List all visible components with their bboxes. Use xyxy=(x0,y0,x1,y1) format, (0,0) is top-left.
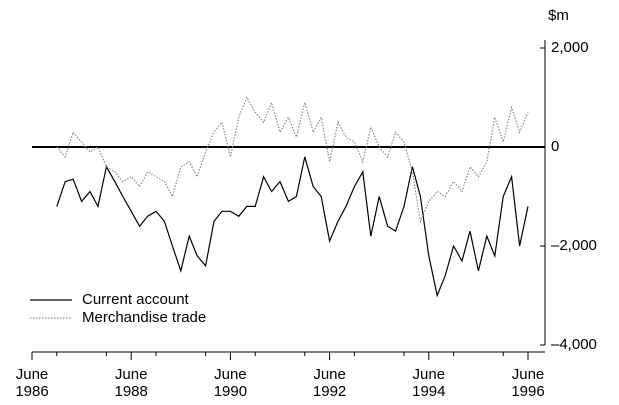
x-tick-label: June 1988 xyxy=(114,366,148,400)
unit-label: $m xyxy=(548,7,569,24)
y-tick-label: 0 xyxy=(551,138,559,155)
legend-label: Current account xyxy=(82,291,190,308)
x-tick-label: June 1994 xyxy=(412,366,446,400)
x-tick-label: June 1996 xyxy=(511,366,545,400)
x-tick-label: June 1992 xyxy=(312,366,347,400)
x-tick-label: June 1990 xyxy=(213,366,248,400)
series-line xyxy=(56,96,529,224)
y-tick-label: 2,000 xyxy=(551,39,589,56)
y-tick-label: –4,000 xyxy=(551,336,597,353)
legend-label: Merchandise trade xyxy=(82,309,206,326)
x-tick-label: June 1986 xyxy=(15,366,49,400)
y-tick-label: –2,000 xyxy=(551,237,597,254)
series-line xyxy=(56,156,529,298)
